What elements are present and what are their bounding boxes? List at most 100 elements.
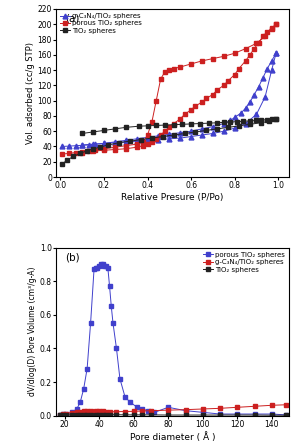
TiO₂ spheres bbox=[97, 412, 101, 417]
porous TiO₂ spheres bbox=[150, 119, 154, 125]
porous TiO₂ spheres bbox=[270, 411, 273, 417]
TiO₂ spheres bbox=[184, 412, 187, 417]
g-C₃N₄/TiO₂ spheres bbox=[189, 134, 193, 139]
g-C₃N₄/TiO₂ spheres bbox=[94, 142, 97, 147]
TiO₂ spheres bbox=[94, 412, 98, 417]
porous TiO₂ spheres bbox=[218, 411, 222, 417]
TiO₂ spheres bbox=[108, 412, 111, 417]
g-C₃N₄/TiO₂ spheres bbox=[157, 137, 160, 142]
porous TiO₂ spheres bbox=[113, 144, 117, 150]
porous TiO₂ spheres bbox=[284, 412, 287, 417]
TiO₂ spheres bbox=[98, 144, 101, 150]
porous TiO₂ spheres bbox=[82, 386, 86, 392]
TiO₂ spheres bbox=[150, 135, 154, 141]
porous TiO₂ spheres bbox=[201, 409, 204, 415]
g-C₃N₄/TiO₂ spheres bbox=[263, 94, 267, 100]
g-C₃N₄/TiO₂ spheres bbox=[85, 408, 89, 413]
TiO₂ spheres bbox=[58, 413, 61, 418]
Line: porous TiO₂ spheres: porous TiO₂ spheres bbox=[58, 263, 287, 417]
TiO₂ spheres bbox=[75, 412, 78, 417]
Legend: porous TiO₂ spheres, g-C₃N₄/TiO₂ spheres, TiO₂ spheres: porous TiO₂ spheres, g-C₃N₄/TiO₂ spheres… bbox=[203, 251, 286, 273]
TiO₂ spheres bbox=[274, 116, 278, 122]
g-C₃N₄/TiO₂ spheres bbox=[211, 131, 215, 136]
porous TiO₂ spheres bbox=[129, 400, 132, 405]
Line: g-C₃N₄/TiO₂ spheres: g-C₃N₄/TiO₂ spheres bbox=[60, 51, 278, 149]
TiO₂ spheres bbox=[235, 412, 239, 417]
g-C₃N₄/TiO₂ spheres bbox=[94, 408, 98, 413]
g-C₃N₄/TiO₂ spheres bbox=[255, 112, 258, 117]
g-C₃N₄/TiO₂ spheres bbox=[61, 412, 65, 417]
TiO₂ spheres bbox=[194, 129, 197, 135]
porous TiO₂ spheres bbox=[92, 267, 96, 272]
porous TiO₂ spheres bbox=[253, 411, 256, 417]
X-axis label: Relative Presure (P/Po): Relative Presure (P/Po) bbox=[121, 193, 224, 202]
TiO₂ spheres bbox=[161, 134, 165, 139]
TiO₂ spheres bbox=[128, 139, 132, 144]
g-C₃N₄/TiO₂ spheres bbox=[178, 135, 182, 141]
porous TiO₂ spheres bbox=[115, 346, 118, 351]
TiO₂ spheres bbox=[61, 413, 65, 418]
porous TiO₂ spheres bbox=[155, 98, 158, 103]
porous TiO₂ spheres bbox=[146, 132, 149, 138]
TiO₂ spheres bbox=[270, 413, 273, 418]
g-C₃N₄/TiO₂ spheres bbox=[270, 403, 273, 408]
TiO₂ spheres bbox=[183, 131, 186, 136]
g-C₃N₄/TiO₂ spheres bbox=[82, 408, 86, 413]
TiO₂ spheres bbox=[104, 412, 108, 417]
porous TiO₂ spheres bbox=[222, 54, 226, 59]
g-C₃N₄/TiO₂ spheres bbox=[115, 409, 118, 414]
porous TiO₂ spheres bbox=[94, 148, 97, 153]
TiO₂ spheres bbox=[82, 412, 86, 417]
Line: TiO₂ spheres: TiO₂ spheres bbox=[58, 413, 287, 417]
TiO₂ spheres bbox=[237, 123, 241, 129]
porous TiO₂ spheres bbox=[111, 320, 115, 326]
TiO₂ spheres bbox=[78, 151, 82, 156]
TiO₂ spheres bbox=[78, 412, 82, 417]
porous TiO₂ spheres bbox=[109, 304, 113, 309]
porous TiO₂ spheres bbox=[94, 265, 98, 270]
TiO₂ spheres bbox=[101, 412, 104, 417]
porous TiO₂ spheres bbox=[166, 405, 170, 410]
TiO₂ spheres bbox=[65, 412, 68, 417]
g-C₃N₄/TiO₂ spheres bbox=[108, 409, 111, 414]
porous TiO₂ spheres bbox=[74, 150, 77, 155]
porous TiO₂ spheres bbox=[244, 46, 247, 51]
Legend: g-C₃N₄/TiO₂ spheres, porous TiO₂ spheres, TiO₂ spheres: g-C₃N₄/TiO₂ spheres, porous TiO₂ spheres… bbox=[60, 13, 142, 34]
porous TiO₂ spheres bbox=[163, 69, 167, 74]
TiO₂ spheres bbox=[60, 161, 64, 167]
porous TiO₂ spheres bbox=[255, 41, 258, 46]
porous TiO₂ spheres bbox=[99, 262, 103, 267]
porous TiO₂ spheres bbox=[61, 412, 65, 417]
porous TiO₂ spheres bbox=[75, 406, 78, 412]
porous TiO₂ spheres bbox=[178, 64, 182, 70]
porous TiO₂ spheres bbox=[135, 142, 138, 147]
porous TiO₂ spheres bbox=[108, 283, 111, 289]
TiO₂ spheres bbox=[141, 412, 144, 417]
g-C₃N₄/TiO₂ spheres bbox=[274, 51, 278, 56]
porous TiO₂ spheres bbox=[263, 34, 267, 39]
Text: (b): (b) bbox=[65, 253, 80, 263]
Line: TiO₂ spheres: TiO₂ spheres bbox=[60, 117, 278, 166]
g-C₃N₄/TiO₂ spheres bbox=[101, 409, 104, 414]
porous TiO₂ spheres bbox=[89, 320, 92, 326]
porous TiO₂ spheres bbox=[103, 263, 106, 269]
porous TiO₂ spheres bbox=[102, 146, 106, 152]
TiO₂ spheres bbox=[149, 412, 153, 417]
g-C₃N₄/TiO₂ spheres bbox=[284, 402, 287, 408]
porous TiO₂ spheres bbox=[141, 406, 144, 412]
porous TiO₂ spheres bbox=[200, 58, 204, 63]
porous TiO₂ spheres bbox=[124, 143, 127, 148]
porous TiO₂ spheres bbox=[70, 409, 73, 415]
TiO₂ spheres bbox=[259, 120, 263, 126]
TiO₂ spheres bbox=[253, 412, 256, 417]
g-C₃N₄/TiO₂ spheres bbox=[168, 136, 171, 142]
g-C₃N₄/TiO₂ spheres bbox=[123, 409, 127, 414]
g-C₃N₄/TiO₂ spheres bbox=[78, 409, 82, 414]
g-C₃N₄/TiO₂ spheres bbox=[149, 408, 153, 413]
porous TiO₂ spheres bbox=[58, 412, 61, 417]
TiO₂ spheres bbox=[172, 132, 176, 138]
Line: g-C₃N₄/TiO₂ spheres: g-C₃N₄/TiO₂ spheres bbox=[58, 403, 287, 417]
TiO₂ spheres bbox=[123, 412, 127, 417]
g-C₃N₄/TiO₂ spheres bbox=[58, 412, 61, 417]
g-C₃N₄/TiO₂ spheres bbox=[222, 128, 226, 134]
